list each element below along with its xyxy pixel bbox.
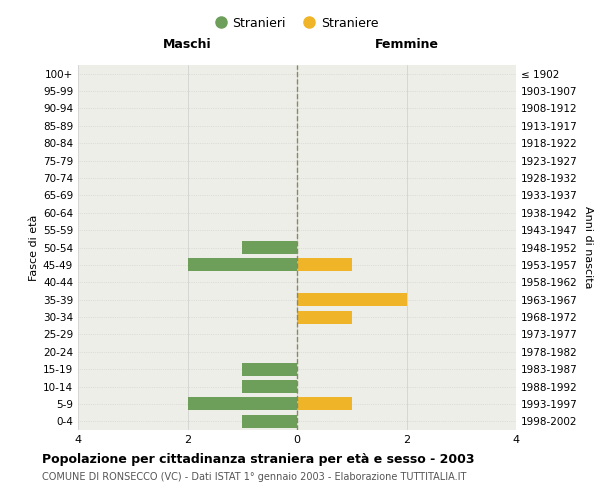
Y-axis label: Anni di nascita: Anni di nascita	[583, 206, 593, 289]
Bar	[242, 415, 297, 428]
Bar	[297, 293, 407, 306]
Y-axis label: Fasce di età: Fasce di età	[29, 214, 39, 280]
Text: Popolazione per cittadinanza straniera per età e sesso - 2003: Popolazione per cittadinanza straniera p…	[42, 452, 475, 466]
Bar	[242, 362, 297, 376]
Bar	[187, 398, 297, 410]
Bar	[187, 258, 297, 272]
Text: Maschi: Maschi	[163, 38, 212, 51]
Text: COMUNE DI RONSECCO (VC) - Dati ISTAT 1° gennaio 2003 - Elaborazione TUTTITALIA.I: COMUNE DI RONSECCO (VC) - Dati ISTAT 1° …	[42, 472, 466, 482]
Bar	[297, 258, 352, 272]
Bar	[297, 398, 352, 410]
Text: Femmine: Femmine	[374, 38, 439, 51]
Bar	[297, 310, 352, 324]
Bar	[242, 241, 297, 254]
Legend: Stranieri, Straniere: Stranieri, Straniere	[212, 13, 382, 34]
Bar	[242, 380, 297, 393]
